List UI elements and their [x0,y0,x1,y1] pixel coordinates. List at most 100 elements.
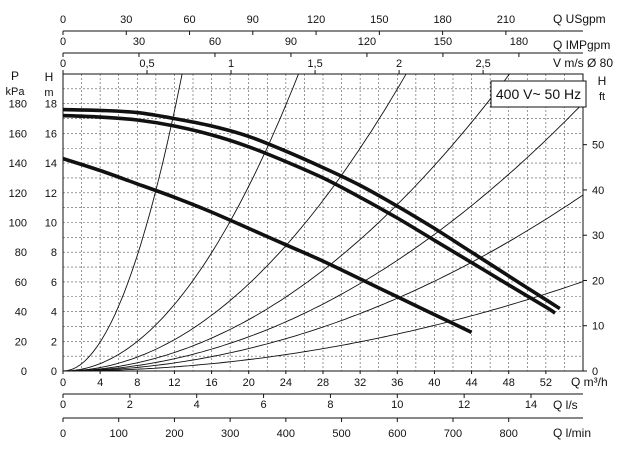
lmin-tick-label: 100 [110,428,128,440]
x-tick-label: 36 [391,377,403,389]
velocity-tick-label: 0 [60,58,66,70]
y-tick-label: 0 [51,366,57,378]
right-tick-label: 50 [592,140,604,152]
lmin-tick-label: 500 [332,428,350,440]
pump-curve [62,107,561,311]
pump-curves [62,107,561,335]
y-axis-label: H [45,70,54,84]
lmin-tick-label: 800 [500,428,518,440]
pump-curve [62,156,473,335]
voltage-badge: 400 V~ 50 Hz [496,86,581,102]
lmin-tick-label: 700 [444,428,462,440]
pressure-tick-label: 20 [15,336,27,348]
impgpm-tick-label: 180 [510,36,528,48]
velocity-tick-label: 2,5 [475,58,490,70]
lmin-tick-label: 200 [165,428,183,440]
usgpm-tick-label: 180 [433,14,451,26]
x-axis-label: Q m³/h [571,375,608,389]
pressure-tick-label: 180 [9,99,27,111]
x-tick-label: 44 [465,377,477,389]
y-tick-label: 6 [51,277,57,289]
right-axis-unit: ft [599,91,605,103]
lmin-tick-label: 0 [60,428,66,440]
impgpm-tick-label: 30 [133,36,145,48]
x-tick-label: 20 [243,377,255,389]
ls-tick-label: 12 [458,399,470,411]
y-axis-unit: m [44,87,53,99]
pressure-tick-label: 140 [9,158,27,170]
lmin-axis-label: Q l/min [553,426,591,440]
impgpm-tick-label: 0 [60,36,66,48]
usgpm-tick-label: 150 [370,14,388,26]
ls-tick-label: 4 [194,399,200,411]
ls-tick-label: 6 [261,399,267,411]
pressure-tick-label: 0 [21,366,27,378]
y-tick-label: 10 [45,218,57,230]
ls-tick-label: 8 [327,399,333,411]
impgpm-axis-label: Q IMPgpm [553,38,610,52]
usgpm-tick-label: 0 [60,14,66,26]
impgpm-tick-label: 120 [358,36,376,48]
y-tick-label: 2 [51,336,57,348]
usgpm-axis-label: Q USgpm [553,12,606,26]
right-tick-label: 40 [592,185,604,197]
pressure-axis-unit: kPa [6,86,26,98]
pressure-tick-label: 60 [15,277,27,289]
pressure-tick-label: 40 [15,307,27,319]
pressure-tick-label: 160 [9,128,27,140]
right-tick-label: 20 [592,275,604,287]
system-curve [63,281,584,372]
system-curves [62,73,584,372]
right-axis-label: H [598,74,607,88]
lmin-tick-label: 300 [221,428,239,440]
right-tick-label: 0 [592,366,598,378]
usgpm-tick-label: 60 [183,14,195,26]
x-tick-label: 8 [134,377,140,389]
pump-curve [62,113,557,315]
impgpm-tick-label: 150 [434,36,452,48]
x-tick-label: 48 [503,377,515,389]
pressure-tick-label: 120 [9,188,27,200]
lmin-tick-label: 400 [277,428,295,440]
x-tick-label: 32 [354,377,366,389]
x-tick-label: 28 [317,377,329,389]
system-curve [62,73,183,372]
velocity-axis-label: V m/s Ø 80 [553,56,613,70]
usgpm-tick-label: 210 [497,14,515,26]
system-curve [63,194,584,372]
x-tick-label: 40 [428,377,440,389]
impgpm-tick-label: 60 [209,36,221,48]
voltage-badge-box [490,80,587,108]
usgpm-tick-label: 120 [307,14,325,26]
axes: 024681012141618Hm02040608010012014016018… [6,12,614,440]
grid [62,73,584,372]
x-tick-label: 24 [280,377,292,389]
system-curve [63,73,407,372]
y-tick-label: 4 [51,307,57,319]
ls-tick-label: 14 [525,399,537,411]
x-tick-label: 12 [168,377,180,389]
y-tick-label: 18 [45,99,57,111]
y-tick-label: 14 [45,158,57,170]
ls-tick-label: 10 [391,399,403,411]
system-curve [63,102,584,372]
ls-axis-label: Q l/s [553,398,578,412]
pressure-axis-label: P [11,69,19,83]
y-tick-label: 16 [45,128,57,140]
usgpm-tick-label: 90 [247,14,259,26]
y-tick-label: 12 [45,188,57,200]
impgpm-tick-label: 90 [285,36,297,48]
velocity-tick-label: 1 [228,58,234,70]
ls-tick-label: 0 [60,399,66,411]
right-tick-label: 30 [592,230,604,242]
right-tick-label: 10 [592,321,604,333]
velocity-tick-label: 0,5 [139,58,154,70]
pressure-tick-label: 100 [9,218,27,230]
pressure-tick-label: 80 [15,247,27,259]
lmin-tick-label: 600 [388,428,406,440]
x-tick-label: 4 [97,377,103,389]
velocity-tick-label: 1,5 [307,58,322,70]
system-curve [62,73,299,372]
x-tick-label: 16 [205,377,217,389]
